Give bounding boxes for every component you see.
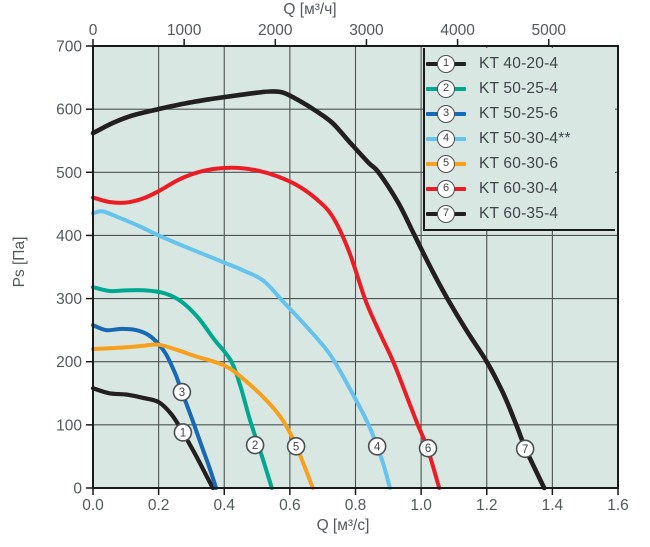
- legend-label: KT 60-35-4: [479, 204, 559, 222]
- legend-label: KT 50-25-6: [479, 104, 559, 122]
- legend-label: KT 60-30-6: [479, 154, 559, 172]
- tick-label-top: 3000: [349, 22, 384, 39]
- legend-number-badge: 6: [437, 179, 455, 198]
- legend-marker: 5: [426, 154, 466, 173]
- tick-label-bottom: 1.2: [476, 497, 498, 514]
- tick-label-top: 4000: [440, 22, 475, 39]
- legend-number-badge: 5: [437, 154, 455, 173]
- legend-label: KT 40-20-4: [479, 54, 559, 72]
- tick-label-bottom: 0.0: [82, 497, 104, 514]
- tick-label-bottom: 1.0: [410, 497, 432, 514]
- curve-kt-60-30-6: [91, 342, 315, 490]
- legend-label: KT 60-30-4: [479, 179, 559, 197]
- legend-marker: 4: [426, 129, 466, 148]
- tick-label-left: 300: [56, 291, 82, 308]
- curve-marker-circle: [245, 435, 265, 455]
- curve-marker-7: 7: [515, 439, 535, 459]
- tick-label-bottom: 1.6: [607, 497, 629, 514]
- legend-number-badge: 3: [437, 104, 455, 123]
- x-axis-bottom-title: Q [м³/с]: [316, 517, 370, 534]
- tick-label-bottom: 0.8: [345, 497, 367, 514]
- x-axis-top-title: Q [м³/ч]: [283, 1, 337, 18]
- curve-marker-circle: [286, 437, 306, 456]
- curve-kt-60-30-4: [91, 165, 442, 490]
- curve-marker-number: 3: [179, 387, 185, 399]
- tick-label-bottom: 0.2: [148, 497, 170, 514]
- legend-item-kt-50-30-4: 4 KT 50-30-4**: [426, 129, 615, 148]
- tick-label-top: 0: [89, 22, 98, 39]
- curve-marker-number: 2: [252, 440, 258, 452]
- tick-label-left: 500: [56, 165, 82, 182]
- tick-label-left: 400: [56, 228, 82, 245]
- legend-item-kt-40-20-4: 1 KT 40-20-4: [426, 54, 615, 73]
- curve-marker-number: 5: [293, 441, 299, 453]
- curve-kt-50-25-6: [91, 323, 218, 490]
- legend-marker: 6: [426, 179, 466, 198]
- tick-label-left: 200: [56, 354, 82, 371]
- tick-label-top: 2000: [258, 22, 293, 39]
- curve-marker-circle: [173, 423, 193, 442]
- legend-number-badge: 7: [437, 204, 455, 223]
- tick-label-bottom: 0.4: [213, 497, 235, 514]
- legend-item-kt-60-30-4: 6 KT 60-30-4: [426, 179, 615, 198]
- legend-label: KT 50-25-4: [479, 79, 559, 97]
- curve-marker-number: 1: [180, 427, 186, 439]
- curve-kt-40-20-4: [90, 386, 215, 491]
- legend-marker: 1: [426, 54, 466, 73]
- legend-marker: 7: [426, 204, 466, 223]
- legend-marker: 3: [426, 104, 466, 123]
- legend: 1 KT 40-20-4 2 KT 50-25-4 3 KT 50-25-6 4 KT 50-…: [423, 48, 615, 231]
- curve-kt-50-30-4: [91, 209, 392, 490]
- curve-marker-number: 7: [522, 444, 528, 456]
- curve-marker-number: 4: [374, 441, 381, 453]
- legend-item-kt-60-30-6: 5 KT 60-30-6: [426, 154, 615, 173]
- curve-kt-50-25-4: [91, 285, 274, 490]
- tick-label-bottom: 1.4: [542, 497, 564, 514]
- tick-label-left: 700: [56, 39, 82, 56]
- legend-item-kt-60-35-4: 7 KT 60-35-4: [426, 204, 615, 223]
- legend-item-kt-50-25-6: 3 KT 50-25-6: [426, 104, 615, 123]
- curve-marker-4: 4: [367, 437, 387, 456]
- curve-marker-circle: [367, 437, 387, 456]
- curve-marker-2: 2: [245, 435, 265, 455]
- curve-marker-1: 1: [173, 423, 193, 442]
- tick-label-bottom: 0.6: [279, 497, 301, 514]
- legend-label: KT 50-30-4**: [479, 129, 571, 147]
- legend-number-badge: 2: [437, 79, 455, 98]
- curve-marker-circle: [172, 382, 192, 402]
- curve-kt-60-35-4: [90, 89, 547, 491]
- curve-marker-5: 5: [286, 437, 306, 456]
- curve-marker-circle: [418, 438, 438, 458]
- tick-label-left: 0: [73, 481, 82, 498]
- legend-number-badge: 1: [437, 54, 455, 73]
- curve-marker-number: 6: [425, 443, 431, 455]
- legend-item-kt-50-25-4: 2 KT 50-25-4: [426, 79, 615, 98]
- tick-label-top: 5000: [531, 22, 566, 39]
- curve-marker-3: 3: [172, 382, 192, 402]
- tick-label-left: 100: [56, 417, 82, 434]
- tick-label-left: 600: [56, 102, 82, 119]
- curve-marker-6: 6: [418, 438, 438, 458]
- y-axis-title: Ps [Па]: [11, 236, 28, 288]
- curve-marker-circle: [515, 439, 535, 459]
- legend-number-badge: 4: [437, 129, 455, 148]
- tick-label-top: 1000: [167, 22, 202, 39]
- legend-marker: 2: [426, 79, 466, 98]
